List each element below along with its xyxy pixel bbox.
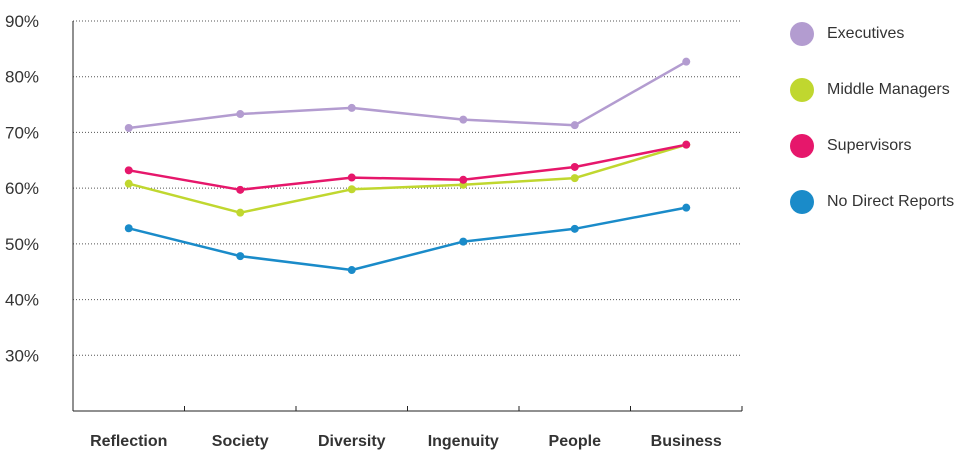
y-tick-label: 60% bbox=[5, 179, 39, 198]
legend-swatch bbox=[790, 134, 814, 158]
x-axis-category-labels: Reflection Society Diversity Ingenuity Peopl… bbox=[90, 433, 722, 450]
legend-swatch bbox=[790, 190, 814, 214]
data-point bbox=[124, 179, 133, 188]
y-axis-tick-labels: 30% 40% 50% 60% 70% 80% 90% bbox=[5, 12, 39, 365]
legend-item: Supervisors bbox=[790, 134, 911, 158]
series-line bbox=[128, 143, 687, 192]
series-points bbox=[124, 57, 691, 275]
x-category-label: Business bbox=[651, 433, 722, 450]
legend-label: Supervisors bbox=[827, 137, 912, 154]
data-point bbox=[124, 224, 133, 233]
axes bbox=[72, 21, 743, 412]
data-point bbox=[570, 224, 579, 233]
data-point bbox=[124, 166, 133, 175]
data-point bbox=[682, 140, 691, 149]
data-point bbox=[347, 103, 356, 112]
series-line bbox=[128, 60, 687, 130]
series-lines bbox=[128, 60, 687, 272]
x-category-label: People bbox=[549, 433, 602, 450]
data-point bbox=[236, 110, 245, 119]
x-category-label: Ingenuity bbox=[428, 433, 499, 450]
y-tick-label: 50% bbox=[5, 235, 39, 254]
data-point bbox=[570, 162, 579, 171]
series-line bbox=[128, 206, 687, 272]
legend-item: Executives bbox=[790, 22, 904, 46]
series-line bbox=[128, 143, 687, 214]
data-point bbox=[347, 173, 356, 182]
x-category-label: Society bbox=[212, 433, 269, 450]
y-tick-label: 80% bbox=[5, 68, 39, 87]
legend-item: Middle Managers bbox=[790, 78, 950, 102]
y-tick-label: 40% bbox=[5, 291, 39, 310]
data-point bbox=[459, 237, 468, 246]
legend-label: Executives bbox=[827, 25, 905, 42]
x-category-label: Reflection bbox=[90, 433, 167, 450]
data-point bbox=[236, 252, 245, 261]
data-point bbox=[570, 121, 579, 130]
x-category-label: Diversity bbox=[318, 433, 386, 450]
data-point bbox=[347, 185, 356, 194]
legend-item: No Direct Reports bbox=[790, 190, 954, 214]
data-point bbox=[459, 115, 468, 124]
legend-label: No Direct Reports bbox=[827, 193, 955, 210]
data-point bbox=[236, 185, 245, 194]
y-tick-label: 30% bbox=[5, 346, 39, 365]
data-point bbox=[459, 175, 468, 184]
y-tick-label: 70% bbox=[5, 123, 39, 142]
data-point bbox=[682, 57, 691, 66]
legend-swatch bbox=[790, 78, 814, 102]
data-point bbox=[570, 174, 579, 183]
data-point bbox=[682, 203, 691, 212]
gridlines bbox=[73, 20, 742, 356]
data-point bbox=[124, 123, 133, 132]
y-tick-label: 90% bbox=[5, 12, 39, 31]
data-point bbox=[236, 208, 245, 217]
data-point bbox=[347, 266, 356, 275]
legend-swatch bbox=[790, 22, 814, 46]
legend-label: Middle Managers bbox=[827, 81, 950, 98]
